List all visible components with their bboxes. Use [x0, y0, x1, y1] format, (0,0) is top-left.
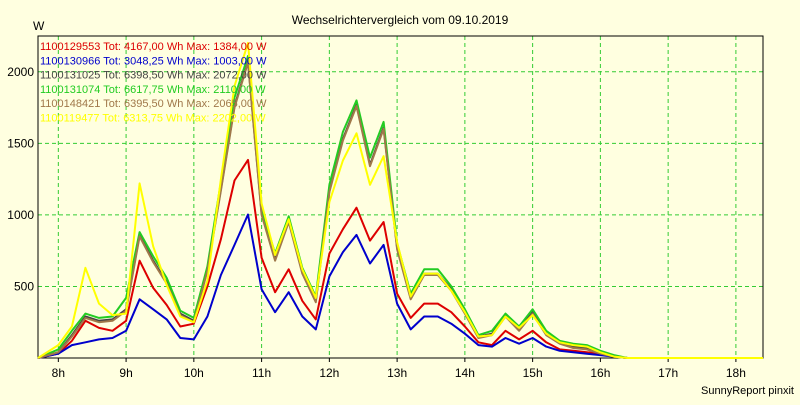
y-tick-label: 500: [14, 279, 34, 293]
axes: 500 1000 1500 2000 8h 9h 10h 11h 12h 13h 14h 15h 16h…: [7, 35, 764, 380]
x-tick-label: 18h: [726, 366, 746, 380]
legend-entry-1: 1100130966 Tot: 3048,25 Wh Max: 1003,00 …: [40, 55, 267, 67]
y-tick-label: 2000: [7, 65, 34, 79]
x-tick-label: 11h: [252, 366, 271, 380]
chart-title: Wechselrichtervergleich vom 09.10.2019: [292, 13, 509, 27]
x-tick-label: 12h: [319, 366, 339, 380]
x-tick-label: 10h: [184, 366, 204, 380]
legend-entry-2: 1100131025 Tot: 6398,50 Wh Max: 2072,00 …: [40, 70, 267, 82]
legend-entry-4: 1100148421 Tot: 6395,50 Wh Max: 2065,00 …: [40, 98, 267, 110]
legend-entry-5: 1100119477 Tot: 6313,75 Wh Max: 2202,00 …: [40, 113, 266, 125]
series-lines: [37, 41, 763, 359]
footer-credit: SunnyReport pinxit: [701, 385, 794, 397]
y-tick-label: 1000: [7, 208, 34, 222]
series-line-5: [37, 41, 763, 359]
x-tick-label: 17h: [658, 366, 678, 380]
legend-entry-0: 1100129553 Tot: 4167,00 Wh Max: 1384,00 …: [40, 41, 267, 53]
x-tick-label: 13h: [387, 366, 407, 380]
y-axis-label: W: [33, 19, 45, 33]
legend-entry-3: 1100131074 Tot: 6617,75 Wh Max: 2110,00 …: [40, 84, 266, 96]
x-tick-label: 14h: [455, 366, 475, 380]
x-tick-label: 15h: [523, 366, 543, 380]
y-tick-label: 1500: [7, 136, 34, 150]
legend: 1100129553 Tot: 4167,00 Wh Max: 1384,00 …: [40, 41, 267, 125]
plot-frame: [37, 35, 764, 359]
x-tick-label: 16h: [590, 366, 610, 380]
x-tick-label: 9h: [119, 366, 132, 380]
x-tick-label: 8h: [52, 366, 65, 380]
